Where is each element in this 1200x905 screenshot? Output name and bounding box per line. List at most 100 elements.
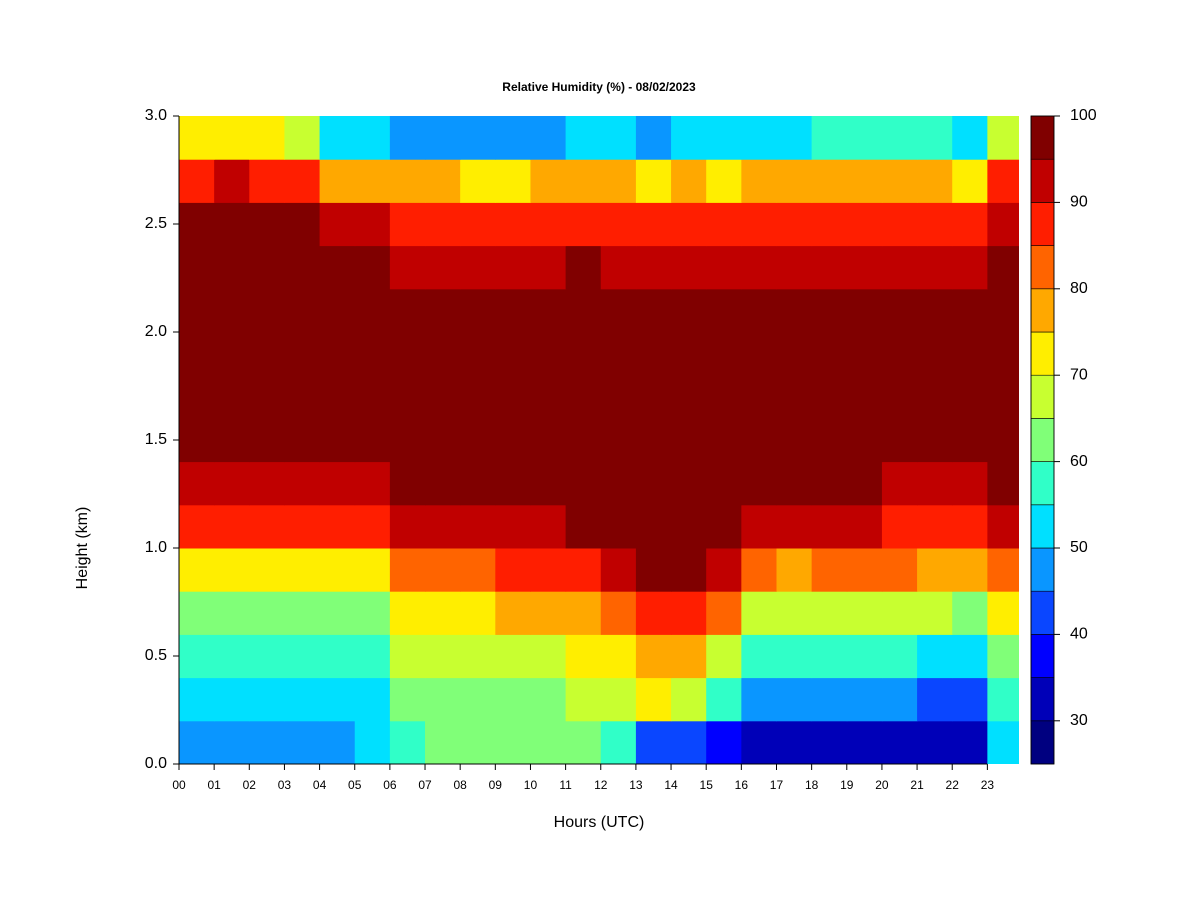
heatmap-cell — [389, 245, 426, 290]
heatmap-cell — [319, 504, 356, 549]
heatmap-cell — [671, 245, 707, 290]
heatmap-cell — [565, 332, 602, 376]
heatmap-cell — [917, 504, 953, 549]
heatmap-cell — [952, 461, 988, 506]
heatmap — [179, 116, 1019, 764]
heatmap-cell — [671, 591, 707, 635]
heatmap-cell — [495, 418, 531, 463]
heatmap-cell — [741, 504, 777, 549]
heatmap-cell — [635, 461, 672, 506]
heatmap-cell — [284, 634, 321, 679]
colorbar-tick-label: 30 — [1070, 712, 1088, 729]
heatmap-cell — [600, 418, 637, 463]
heatmap-cell — [987, 288, 1019, 333]
heatmap-cell — [354, 375, 391, 419]
heatmap-cell — [811, 332, 848, 376]
colorbar-segment — [1030, 374, 1055, 419]
y-tick-label: 1.0 — [145, 539, 167, 556]
heatmap-cell — [706, 504, 742, 549]
heatmap-cell — [214, 591, 250, 635]
heatmap-cell — [811, 159, 848, 203]
heatmap-cell — [600, 504, 637, 549]
heatmap-cell — [600, 677, 637, 722]
heatmap-cell — [706, 159, 742, 203]
heatmap-cell — [600, 202, 637, 247]
heatmap-cell — [460, 461, 496, 506]
heatmap-cell — [354, 332, 391, 376]
colorbar-segment — [1030, 288, 1055, 333]
heatmap-cell — [460, 116, 496, 160]
heatmap-cell — [846, 202, 883, 247]
heatmap-cell — [846, 116, 883, 160]
heatmap-cell — [671, 202, 707, 247]
heatmap-cell — [811, 634, 848, 679]
heatmap-cell — [741, 245, 777, 290]
heatmap-cell — [389, 202, 426, 247]
heatmap-cell — [425, 591, 461, 635]
x-tick-label: 07 — [418, 778, 432, 792]
heatmap-cell — [741, 548, 777, 592]
heatmap-cell — [425, 332, 461, 376]
heatmap-cell — [987, 202, 1019, 247]
heatmap-cell — [741, 159, 777, 203]
heatmap-cell — [635, 591, 672, 635]
heatmap-cell — [249, 720, 285, 764]
heatmap-cell — [811, 720, 848, 764]
heatmap-cell — [284, 677, 321, 722]
heatmap-cell — [671, 418, 707, 463]
heatmap-cell — [846, 159, 883, 203]
heatmap-cell — [214, 548, 250, 592]
heatmap-cell — [706, 375, 742, 419]
heatmap-cell — [741, 418, 777, 463]
heatmap-cell — [284, 245, 321, 290]
heatmap-cell — [214, 202, 250, 247]
heatmap-cell — [917, 548, 953, 592]
heatmap-cell — [425, 288, 461, 333]
heatmap-cell — [952, 720, 988, 764]
heatmap-cell — [881, 548, 918, 592]
heatmap-cell — [214, 332, 250, 376]
heatmap-cell — [565, 720, 602, 764]
x-tick-label: 03 — [278, 778, 292, 792]
heatmap-cell — [530, 288, 567, 333]
heatmap-cell — [846, 591, 883, 635]
heatmap-cell — [179, 504, 215, 549]
heatmap-cell — [565, 288, 602, 333]
heatmap-cell — [917, 720, 953, 764]
heatmap-cell — [179, 116, 215, 160]
heatmap-cell — [741, 332, 777, 376]
heatmap-cell — [881, 245, 918, 290]
heatmap-cell — [776, 461, 813, 506]
heatmap-cell — [987, 332, 1019, 376]
heatmap-cell — [987, 720, 1019, 764]
heatmap-cell — [776, 677, 813, 722]
heatmap-cell — [530, 461, 567, 506]
heatmap-cell — [354, 245, 391, 290]
heatmap-cell — [741, 634, 777, 679]
heatmap-cell — [917, 332, 953, 376]
heatmap-cell — [354, 591, 391, 635]
x-tick-label: 19 — [840, 778, 854, 792]
heatmap-cell — [389, 504, 426, 549]
heatmap-cell — [284, 504, 321, 549]
colorbar-tick-label: 80 — [1070, 280, 1088, 297]
heatmap-cell — [917, 677, 953, 722]
x-tick-label: 05 — [348, 778, 362, 792]
heatmap-cell — [881, 288, 918, 333]
heatmap-cell — [354, 548, 391, 592]
heatmap-cell — [987, 375, 1019, 419]
heatmap-cell — [846, 634, 883, 679]
heatmap-cell — [460, 245, 496, 290]
heatmap-cell — [214, 720, 250, 764]
heatmap-cell — [249, 375, 285, 419]
heatmap-cell — [635, 548, 672, 592]
heatmap-cell — [389, 332, 426, 376]
heatmap-cell — [952, 504, 988, 549]
heatmap-cell — [284, 332, 321, 376]
heatmap-cell — [846, 504, 883, 549]
x-tick-label: 12 — [594, 778, 608, 792]
heatmap-cell — [530, 504, 567, 549]
heatmap-cell — [987, 159, 1019, 203]
heatmap-cell — [319, 677, 356, 722]
